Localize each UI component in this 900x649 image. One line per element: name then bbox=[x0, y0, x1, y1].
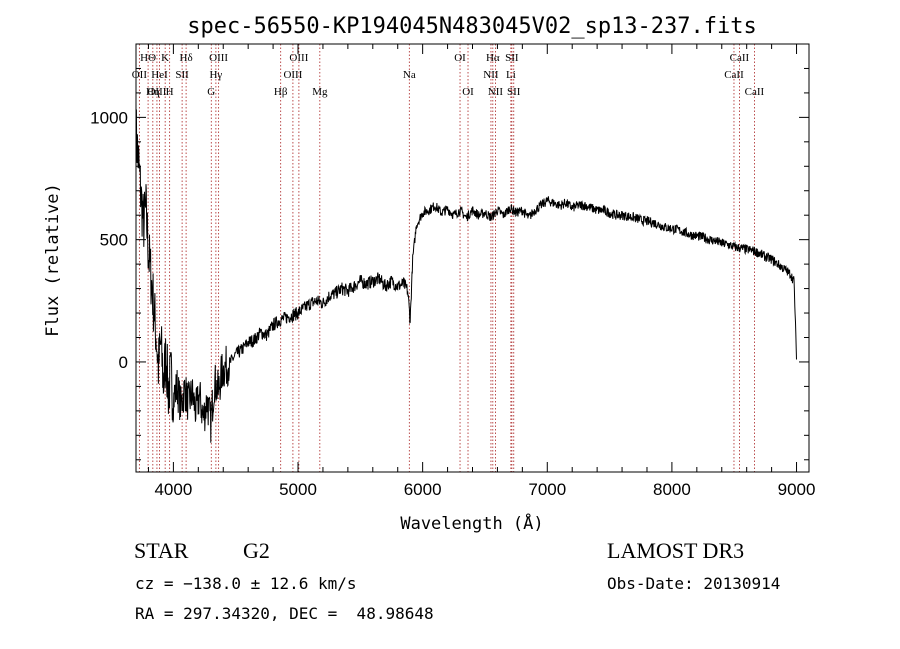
line-marker-label-14: Hβ bbox=[274, 86, 288, 98]
line-marker-label-24: SII bbox=[507, 86, 521, 98]
line-marker-label-5: Hη bbox=[146, 86, 160, 98]
axis-ticks bbox=[136, 43, 809, 472]
line-marker-label-9: OIII bbox=[209, 52, 228, 64]
x-tick-label-5: 9000 bbox=[778, 480, 816, 499]
line-marker-label-10: Hγ bbox=[209, 69, 222, 81]
x-tick-label-0: 4000 bbox=[154, 480, 192, 499]
subclass-label: G2 bbox=[243, 538, 270, 563]
obs-date: Obs-Date: 20130914 bbox=[607, 574, 781, 593]
line-markers bbox=[138, 44, 755, 472]
survey-label: LAMOST DR3 bbox=[607, 538, 745, 563]
line-marker-label-1: OII bbox=[132, 69, 148, 81]
line-marker-label-21: NII bbox=[483, 69, 499, 81]
line-marker-label-27: CaII bbox=[745, 86, 765, 98]
line-marker-label-15: Mg bbox=[312, 86, 328, 98]
x-axis-label: Wavelength (Å) bbox=[400, 512, 543, 534]
y-tick-label-1: 500 bbox=[100, 231, 128, 250]
line-marker-label-17: OI bbox=[454, 52, 466, 64]
x-tick-label-1: 5000 bbox=[279, 480, 317, 499]
line-marker-label-12: OIII bbox=[289, 52, 308, 64]
axis-tick-labels: 4000 5000 6000 7000 8000 9000 0 500 1000 bbox=[90, 108, 815, 499]
line-marker-label-20: SII bbox=[505, 52, 519, 64]
line-marker-label-0: HΘ bbox=[140, 52, 156, 64]
chart-title: spec-56550-KP194045N483045V02_sp13-237.f… bbox=[187, 14, 757, 39]
x-tick-label-3: 7000 bbox=[528, 480, 566, 499]
cz-readout: cz = −138.0 ± 12.6 km/s bbox=[135, 574, 357, 593]
line-marker-label-25: CaII bbox=[730, 52, 750, 64]
x-tick-label-2: 6000 bbox=[404, 480, 442, 499]
y-tick-label-2: 1000 bbox=[90, 108, 128, 127]
line-marker-label-23: NII bbox=[488, 86, 504, 98]
line-marker-label-26: CaII bbox=[724, 69, 744, 81]
class-label: STAR bbox=[134, 538, 189, 563]
line-marker-label-4: HeI bbox=[151, 69, 168, 81]
line-marker-label-13: OIII bbox=[283, 69, 302, 81]
line-marker-label-3: K bbox=[161, 52, 169, 64]
plot-frame bbox=[135, 43, 810, 473]
line-marker-label-6: SII bbox=[175, 69, 189, 81]
line-marker-label-16: Na bbox=[403, 69, 416, 81]
line-marker-label-7: H bbox=[166, 86, 174, 98]
x-tick-label-4: 8000 bbox=[653, 480, 691, 499]
y-tick-label-0: 0 bbox=[119, 353, 128, 372]
line-marker-label-19: Hα bbox=[486, 52, 500, 64]
line-marker-label-11: G bbox=[207, 86, 215, 98]
spectrum-line bbox=[135, 109, 797, 443]
line-marker-label-8: Hδ bbox=[180, 52, 193, 64]
line-marker-label-22: Li bbox=[506, 69, 516, 81]
line-marker-label-18: OI bbox=[462, 86, 474, 98]
coords-readout: RA = 297.34320, DEC = 48.98648 bbox=[135, 604, 434, 623]
y-axis-label: Flux (relative) bbox=[43, 183, 63, 337]
line-marker-label-2: OIII bbox=[147, 86, 166, 98]
